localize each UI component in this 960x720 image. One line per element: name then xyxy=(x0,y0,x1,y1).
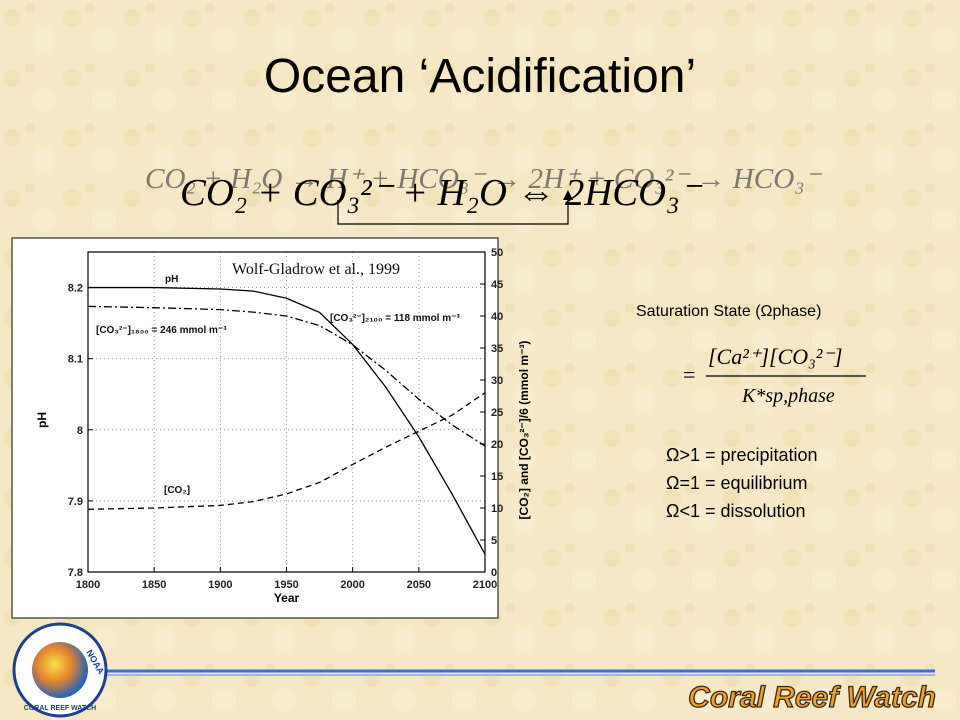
y-tick-label: 8.2 xyxy=(68,283,83,295)
x-tick-label: 1950 xyxy=(274,579,298,591)
annotation: [CO₂] xyxy=(164,485,190,496)
equation-back: CO₂ + H₂O → H⁺ + HCO₃⁻ → 2H⁺ + CO₃²⁻ → H… xyxy=(145,164,822,195)
y2-tick-label: 45 xyxy=(491,279,503,291)
y2-tick-label: 10 xyxy=(491,503,503,515)
y-tick-label: 7.9 xyxy=(68,496,83,508)
chart-frame xyxy=(11,237,499,619)
y2-tick-label: 25 xyxy=(491,407,503,419)
saturation-rule: Ω=1 = equilibrium xyxy=(666,473,808,493)
y2-tick-label: 20 xyxy=(491,439,503,451)
saturation-rule: Ω<1 = dissolution xyxy=(666,501,806,521)
saturation-heading: Saturation State (Ωphase) xyxy=(636,303,821,320)
data-line xyxy=(87,392,486,510)
logo-globe xyxy=(32,642,88,698)
x-tick-label: 2100 xyxy=(473,579,497,591)
chart: 1800 1850 1900 1950 2000 2050 21007.87.988.18.… xyxy=(35,247,531,605)
x-tick-label: 1900 xyxy=(208,579,232,591)
x-tick-label: 1850 xyxy=(142,579,166,591)
data-line xyxy=(88,286,486,555)
saturation-numerator: [Ca²⁺][CO₃²⁻] xyxy=(708,344,843,369)
data-line xyxy=(87,305,486,447)
annotation: pH xyxy=(165,274,178,285)
y2-axis-label: [CO₂] and [CO₃²⁻]/6 (mmol m⁻³) xyxy=(517,341,531,520)
equation-bracket xyxy=(337,194,569,225)
annotation: [CO₃²⁻]₂₁₀₀ = 118 mmol m⁻³ xyxy=(330,313,460,324)
y-tick-label: 8 xyxy=(77,425,83,437)
y2-tick-label: 35 xyxy=(491,343,503,355)
x-tick-label: 2050 xyxy=(407,579,431,591)
logo: NOAA CORAL REEF WATCH xyxy=(12,622,108,718)
y-tick-label: 8.1 xyxy=(68,354,83,366)
slide-title: Ocean ‘Acidification’ xyxy=(264,50,696,103)
y2-tick-label: 15 xyxy=(491,471,503,483)
y2-tick-label: 0 xyxy=(491,567,497,579)
saturation-denominator: K*sp,phase xyxy=(741,385,835,407)
x-tick-label: 2000 xyxy=(340,579,364,591)
equation-main: CO₂ + CO₃²⁻ + H₂O ⇔ 2HCO₃⁻ xyxy=(180,172,703,214)
plot-area xyxy=(87,251,486,573)
brand-wordmark: Coral Reef Watch xyxy=(688,681,936,714)
logo-ring-text: CORAL REEF WATCH xyxy=(24,705,96,712)
y2-tick-label: 40 xyxy=(491,311,503,323)
citation: Wolf-Gladrow et al., 1999 xyxy=(232,261,400,278)
y2-tick-label: 30 xyxy=(491,375,503,387)
y-axis-label: pH xyxy=(35,412,49,428)
x-axis-label: Year xyxy=(274,591,300,605)
saturation-rule: Ω>1 = precipitation xyxy=(666,445,818,465)
y-tick-label: 7.8 xyxy=(68,567,83,579)
y2-tick-label: 50 xyxy=(491,247,503,259)
x-tick-label: 1800 xyxy=(76,579,100,591)
annotation: [CO₃²⁻]₁₈₀₀ = 246 mmol m⁻³ xyxy=(96,325,227,336)
saturation-equals: = xyxy=(683,362,695,387)
y2-tick-label: 5 xyxy=(491,535,497,547)
equation-arrowhead xyxy=(563,190,573,200)
